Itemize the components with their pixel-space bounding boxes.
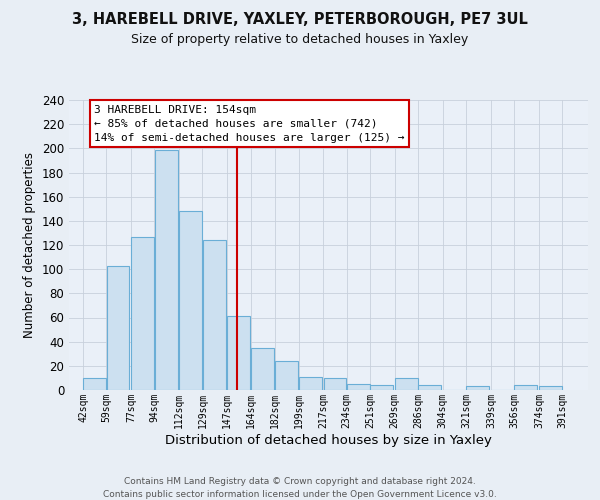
Text: 3, HAREBELL DRIVE, YAXLEY, PETERBOROUGH, PE7 3UL: 3, HAREBELL DRIVE, YAXLEY, PETERBOROUGH,… (72, 12, 528, 28)
Bar (251, 348, 274, 390)
Bar (323, 378, 346, 390)
Bar (514, 385, 538, 390)
Text: Contains public sector information licensed under the Open Government Licence v3: Contains public sector information licen… (103, 490, 497, 499)
Bar (347, 384, 370, 390)
Bar (466, 386, 490, 390)
Bar (227, 316, 250, 390)
Bar (107, 266, 130, 390)
Bar (179, 211, 202, 390)
Bar (370, 385, 393, 390)
Bar (539, 386, 562, 390)
Text: 3 HAREBELL DRIVE: 154sqm
← 85% of detached houses are smaller (742)
14% of semi-: 3 HAREBELL DRIVE: 154sqm ← 85% of detach… (94, 105, 404, 143)
Text: Contains HM Land Registry data © Crown copyright and database right 2024.: Contains HM Land Registry data © Crown c… (124, 478, 476, 486)
Bar (395, 378, 418, 390)
Bar (203, 240, 226, 390)
X-axis label: Distribution of detached houses by size in Yaxley: Distribution of detached houses by size … (165, 434, 492, 446)
Bar (83, 378, 106, 390)
Bar (155, 150, 178, 390)
Bar (418, 385, 441, 390)
Bar (299, 376, 322, 390)
Y-axis label: Number of detached properties: Number of detached properties (23, 152, 36, 338)
Bar (131, 236, 154, 390)
Bar (275, 361, 298, 390)
Text: Size of property relative to detached houses in Yaxley: Size of property relative to detached ho… (131, 32, 469, 46)
